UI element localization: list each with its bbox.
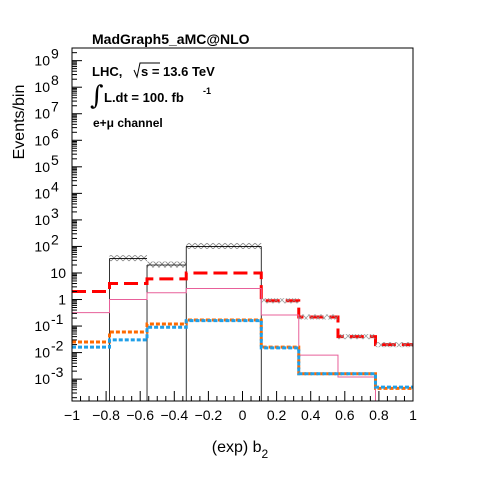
channel-label: e+μ channel [93, 116, 163, 130]
x-tick-label: −0.4 [160, 407, 188, 423]
histogram-series-2 [72, 288, 413, 402]
uncertainty-band-bin [147, 261, 187, 268]
tail-uncertainty-band-bin [375, 342, 413, 348]
tail-uncertainty-band-bin [298, 314, 338, 320]
y-tick-label: 10 [50, 265, 66, 281]
y-tick-exponent: 5 [51, 152, 59, 168]
y-tick-label: 10 [34, 185, 50, 201]
y-tick-label: 10 [34, 53, 50, 69]
y-tick-exponent: 9 [51, 46, 59, 62]
sqrt-symbol [133, 62, 160, 79]
y-tick-label: 10 [34, 318, 50, 334]
x-tick-label: −0.6 [126, 407, 154, 423]
y-tick-label: 10 [34, 106, 50, 122]
y-tick-exponent: 2 [51, 231, 59, 247]
y-axis-title: Events/bin [11, 85, 28, 160]
plot-marks [72, 242, 413, 402]
y-tick-exponent: 4 [51, 178, 59, 194]
y-tick-label: 10 [34, 345, 50, 361]
y-tick-exponent: 6 [51, 125, 59, 141]
y-tick-label: 10 [34, 159, 50, 175]
chart-title: MadGraph5_aMC@NLO [92, 31, 250, 47]
uncertainty-band-bin [109, 255, 148, 262]
y-tick-label: 10 [34, 371, 50, 387]
lumi-label: L.dt = 100. fb [104, 90, 184, 105]
lhc-label: LHC, [92, 64, 122, 79]
tail-uncertainty-band-bin [261, 298, 299, 304]
y-tick-exponent: 7 [51, 99, 59, 115]
x-axis-title-sub: 2 [262, 447, 269, 461]
histogram-series-3 [72, 318, 413, 390]
x-tick-label: −0.8 [92, 407, 120, 423]
x-tick-label: 0.8 [369, 407, 389, 423]
x-tick-label: 0.2 [267, 407, 287, 423]
y-tick-exponent: 8 [51, 72, 59, 88]
integral-symbol: ∫ [90, 81, 104, 111]
y-tick-exponent: -2 [51, 338, 64, 354]
x-tick-label: 0.6 [335, 407, 355, 423]
energy-label: s = 13.6 TeV [141, 64, 215, 79]
x-tick-label: −0.2 [195, 407, 223, 423]
y-tick-label: 10 [34, 238, 50, 254]
uncertainty-band-bin [186, 242, 262, 250]
x-axis-title: (exp) b2 [212, 439, 269, 461]
y-tick-exponent: -1 [51, 311, 64, 327]
lumi-exponent: -1 [203, 86, 211, 96]
x-tick-label: 1 [409, 407, 417, 423]
x-tick-label: −1 [64, 407, 80, 423]
histogram-series-1 [72, 271, 413, 347]
y-tick-label: 10 [34, 132, 50, 148]
tail-uncertainty-band-bin [337, 334, 376, 340]
x-tick-label: 0 [239, 407, 247, 423]
y-tick-exponent: -3 [51, 364, 64, 380]
y-tick-exponent: 3 [51, 205, 59, 221]
y-tick-label: 1 [58, 292, 66, 308]
x-tick-label: 0.4 [301, 407, 321, 423]
x-axis-title-main: (exp) b [212, 439, 262, 456]
histogram-series-4 [72, 319, 413, 389]
y-tick-label: 10 [34, 79, 50, 95]
y-tick-label: 10 [34, 212, 50, 228]
